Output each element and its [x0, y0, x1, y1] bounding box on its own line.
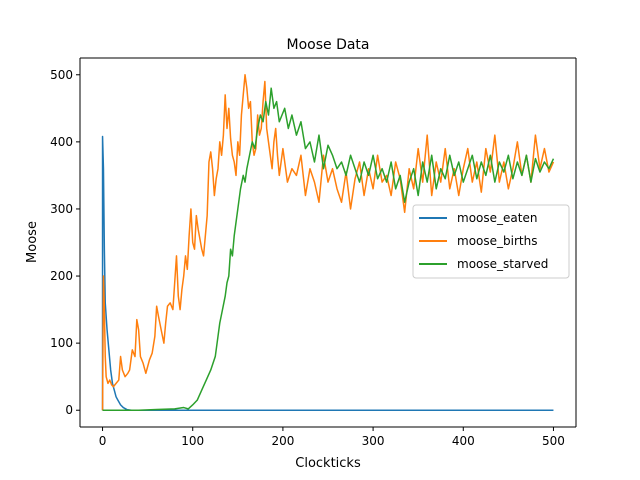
series-layer: [101, 74, 555, 411]
chart-title: Moose Data: [287, 37, 370, 53]
y-tick-label: 100: [50, 336, 73, 350]
x-tick-label: 200: [271, 434, 294, 448]
x-tick-label: 300: [362, 434, 385, 448]
legend-label-moose-starved: moose_starved: [457, 257, 548, 271]
legend-box: [412, 204, 570, 279]
series-line-moose-births: [101, 74, 555, 411]
y-tick-label: 400: [50, 135, 73, 149]
y-axis-ticks: 0 100 200 300 400 500: [50, 68, 80, 417]
y-axis-label: Moose: [25, 221, 40, 263]
y-tick-label: 0: [65, 403, 73, 417]
axes-frame: [79, 57, 577, 428]
legend-label-moose-births: moose_births: [457, 234, 537, 248]
x-axis-label: Clockticks: [295, 456, 361, 471]
x-tick-label: 500: [542, 434, 565, 448]
legend: moose_eaten moose_births moose_starved: [412, 204, 570, 279]
x-tick-label: 400: [452, 434, 475, 448]
x-axis-ticks: 0 100 200 300 400 500: [99, 427, 565, 448]
y-tick-label: 500: [50, 68, 73, 82]
legend-items: moose_eaten moose_births moose_starved: [419, 211, 548, 271]
series-line-moose-eaten: [101, 135, 554, 411]
y-tick-label: 200: [50, 269, 73, 283]
x-tick-label: 100: [181, 434, 204, 448]
y-tick-label: 300: [50, 202, 73, 216]
legend-label-moose-eaten: moose_eaten: [457, 211, 537, 225]
series-line-moose-starved: [102, 87, 555, 411]
x-tick-label: 0: [99, 434, 107, 448]
